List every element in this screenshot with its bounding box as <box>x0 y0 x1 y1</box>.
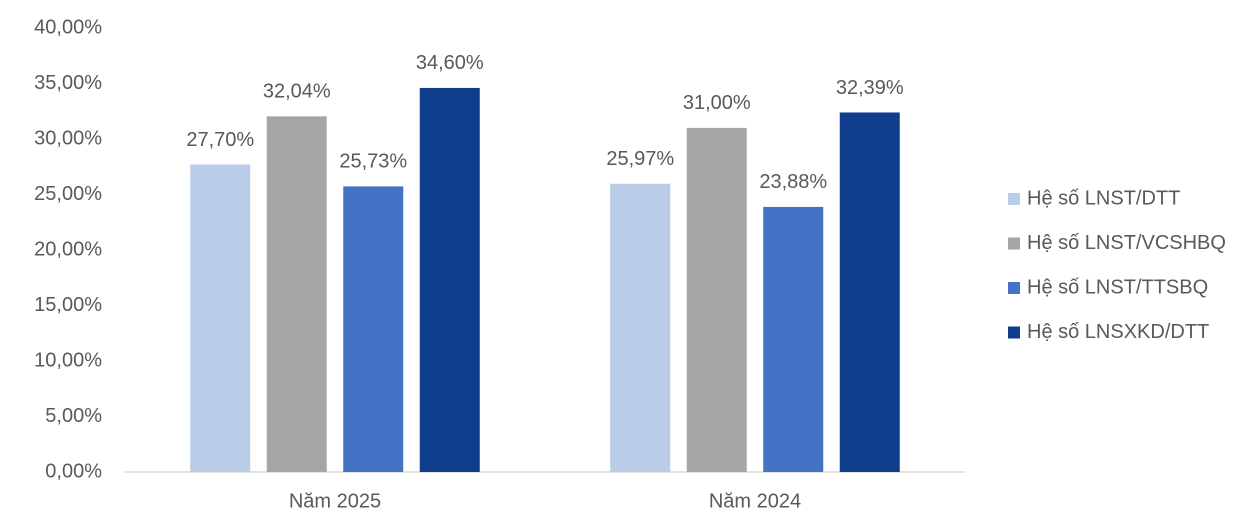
value-label: 25,73% <box>339 151 407 173</box>
legend-swatch <box>1008 282 1020 294</box>
y-tick-label: 30,00% <box>34 127 102 149</box>
legend-label: Hệ số LNST/DTT <box>1027 187 1180 209</box>
bar <box>343 186 404 472</box>
y-tick-label: 15,00% <box>34 294 102 316</box>
value-label: 25,97% <box>606 148 674 170</box>
value-label: 34,60% <box>416 52 484 74</box>
x-tick-label: Năm 2024 <box>709 490 801 512</box>
value-label: 32,39% <box>836 77 904 99</box>
bar <box>686 127 747 473</box>
value-label: 23,88% <box>759 171 827 193</box>
y-tick-label: 20,00% <box>34 238 102 260</box>
legend-label: Hệ số LNST/VCSHBQ <box>1027 232 1226 254</box>
legend-swatch <box>1008 326 1020 339</box>
legend-swatch <box>1008 237 1020 250</box>
bar <box>190 164 251 472</box>
value-label: 32,04% <box>263 81 331 103</box>
y-tick-label: 10,00% <box>34 349 102 371</box>
y-tick-label: 25,00% <box>34 183 102 205</box>
legend-label: Hệ số LNSXKD/DTT <box>1027 321 1209 343</box>
bar <box>610 183 671 472</box>
bar <box>419 87 480 472</box>
bar <box>266 116 327 472</box>
bar <box>763 206 824 472</box>
y-tick-label: 35,00% <box>34 72 102 94</box>
y-tick-label: 40,00% <box>34 16 102 38</box>
x-tick-label: Năm 2025 <box>289 490 381 512</box>
value-label: 31,00% <box>683 92 751 114</box>
y-tick-label: 0,00% <box>45 460 102 482</box>
legend-label: Hệ số LNST/TTSBQ <box>1027 276 1208 298</box>
legend-swatch <box>1008 193 1020 205</box>
value-label: 27,70% <box>186 129 254 151</box>
y-tick-label: 5,00% <box>45 405 102 427</box>
bar <box>839 112 900 472</box>
